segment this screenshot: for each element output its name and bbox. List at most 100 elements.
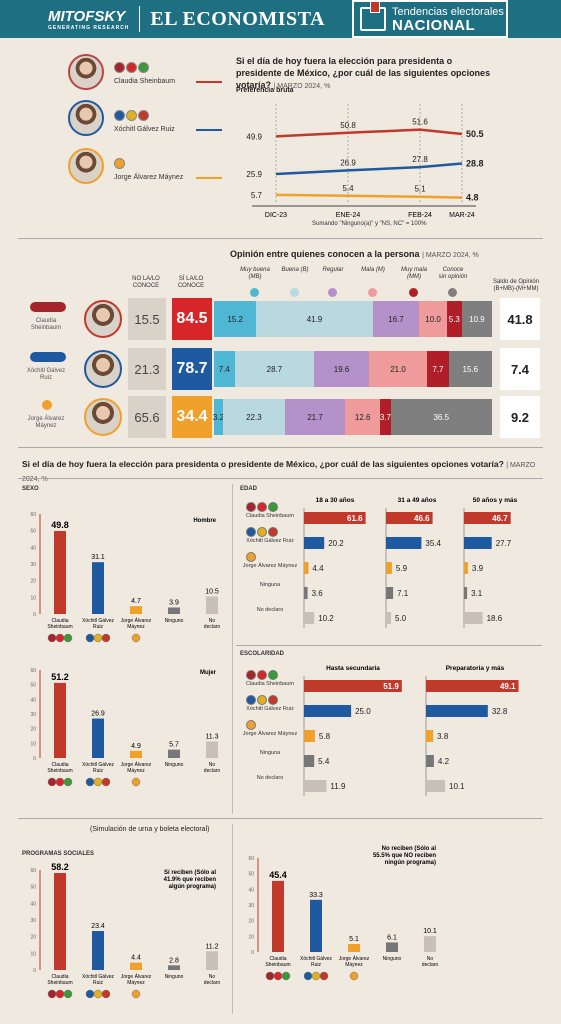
x-tick-label: declaro (422, 962, 439, 968)
trend-x-tick: DIC-23 (265, 212, 287, 219)
y-tick-label: 30 (30, 562, 36, 568)
party-logo-icon (265, 971, 275, 981)
segment-legend-label: Conoce sin opinión (438, 267, 468, 280)
bar (386, 942, 398, 952)
party-logo-icon (47, 989, 57, 999)
segment-legend-dot (250, 288, 259, 297)
y-tick-label: 0 (251, 950, 254, 956)
y-tick-label: 30 (30, 918, 36, 924)
party-logo-icon (268, 695, 278, 705)
bar-value-label: 4.4 (131, 955, 141, 962)
opinion-segment: 3.7 (380, 399, 391, 435)
bar-value-label: 23.4 (91, 923, 105, 930)
vdivider-2 (232, 824, 233, 1014)
chart-title: Sí reciben (Sólo al 41.9% que reciben algú… (164, 870, 217, 890)
hbar (304, 587, 308, 599)
party-logo-icon (349, 971, 359, 981)
ballot-box-icon (360, 1, 386, 31)
row-label: Jorge Álvarez Máynez (242, 563, 298, 569)
row-label: Claudia Sheinbaum (245, 681, 294, 687)
trend-data-label: 26.9 (340, 158, 356, 167)
party-logo-icon (93, 633, 103, 643)
hbar (426, 680, 519, 692)
party-logo-icon (47, 777, 57, 787)
panel-title: 50 años y más (473, 497, 518, 504)
bar (92, 718, 104, 758)
hbar-value-label: 3.8 (437, 732, 449, 741)
col-no-header: NO LA/LO CONOCE (132, 276, 160, 289)
legend-galvez: Xóchitl Gálvez Ruiz (114, 126, 175, 133)
party-logo-icon (63, 777, 73, 787)
trend-data-label: 50.8 (340, 121, 356, 130)
bar (54, 531, 66, 614)
bar (54, 682, 66, 758)
legend-swatch-galvez (196, 129, 222, 131)
y-tick-label: 20 (30, 727, 36, 733)
divider-5 (18, 818, 543, 819)
bar-value-label: 3.9 (169, 600, 179, 607)
trend-data-label: 27.8 (412, 155, 428, 164)
opinion-segment: 28.7 (234, 351, 315, 387)
opinion-segment: 22.3 (222, 399, 285, 435)
bar-value-label: 4.9 (131, 743, 141, 750)
chart-hombre: 0 10 20 30 40 50 60 Hombre 49.8 Claudia Sheinbaum 3… (18, 492, 228, 654)
divider-3 (18, 478, 543, 479)
party-logo-icon (268, 527, 278, 537)
x-tick-label: No (427, 956, 434, 962)
galvez-photo (68, 100, 104, 136)
row-label: Jorge Álvarez Máynez (242, 731, 298, 737)
hbar-value-label: 20.2 (328, 539, 344, 548)
y-tick-label: 10 (30, 595, 36, 601)
section-bottom: NACIONAL (392, 17, 476, 34)
x-tick-label: Máynez (345, 962, 363, 968)
x-tick-label: Ninguno (383, 956, 402, 962)
segment-legend-dot (368, 288, 377, 297)
hbar-value-label: 5.4 (318, 757, 330, 766)
x-tick-label: declaro (204, 980, 221, 986)
hbar-value-label: 49.1 (500, 682, 516, 691)
hbar (304, 537, 325, 549)
bar (130, 962, 142, 970)
bar-value-label: 4.7 (131, 598, 141, 605)
sim-note: (Simulación de urna y boleta electoral) (90, 826, 210, 833)
x-tick-label: Ninguno (165, 762, 184, 768)
bar (310, 899, 322, 952)
party-logo-icon (273, 971, 283, 981)
prd-logo-icon (126, 110, 137, 121)
bar-value-label: 33.3 (309, 892, 323, 899)
divider-4 (236, 645, 542, 646)
hbar-value-label: 5.9 (396, 564, 408, 573)
hbar-value-label: 18.6 (487, 614, 503, 623)
party-logo-icon (101, 989, 111, 999)
legend-swatch-maynez (196, 177, 222, 179)
bar-value-label: 6.1 (387, 934, 397, 941)
trend-subtitle: Preferencia bruta (236, 87, 294, 94)
opinion-si-conoce-value: 84.5 (172, 298, 212, 340)
segment-legend-label: Mala (M) (361, 267, 385, 273)
opinion-candidate-name: Ruiz (39, 375, 52, 381)
opinion-segment: 3.2 (213, 399, 224, 435)
bar (130, 606, 142, 614)
x-tick-label: Sheinbaum (47, 624, 72, 630)
hbar-value-label: 3.6 (312, 589, 324, 598)
opinion-saldo-value: 7.4 (500, 348, 540, 390)
party-logo-icon (47, 633, 57, 643)
y-tick-label: 10 (30, 951, 36, 957)
y-tick-label: 60 (248, 856, 254, 862)
opinion-segment: 19.6 (314, 351, 369, 387)
trend-note: Sumando "Ninguno(a)" y "NS, NC" = 100% (312, 221, 427, 227)
x-tick-label: Ruiz (93, 624, 104, 630)
edad-group-label: EDAD (240, 486, 258, 492)
opinion-segment: 36.5 (390, 399, 492, 435)
section-top: Tendencias electorales (392, 6, 504, 18)
hbar (426, 755, 434, 767)
chart-escolaridad: Hasta secundaria 51.9 25.0 5.8 5.4 11.9 Prepar… (303, 665, 519, 796)
x-tick-label: No (209, 618, 216, 624)
party-logo-icon (246, 670, 256, 680)
party-logo-icon (246, 695, 256, 705)
hbar-value-label: 10.1 (449, 782, 465, 791)
x-tick-label: Sheinbaum (47, 768, 72, 774)
divider-1 (18, 238, 543, 239)
bar (168, 607, 180, 614)
legend-maynez: Jorge Álvarez Máynez (114, 174, 184, 181)
